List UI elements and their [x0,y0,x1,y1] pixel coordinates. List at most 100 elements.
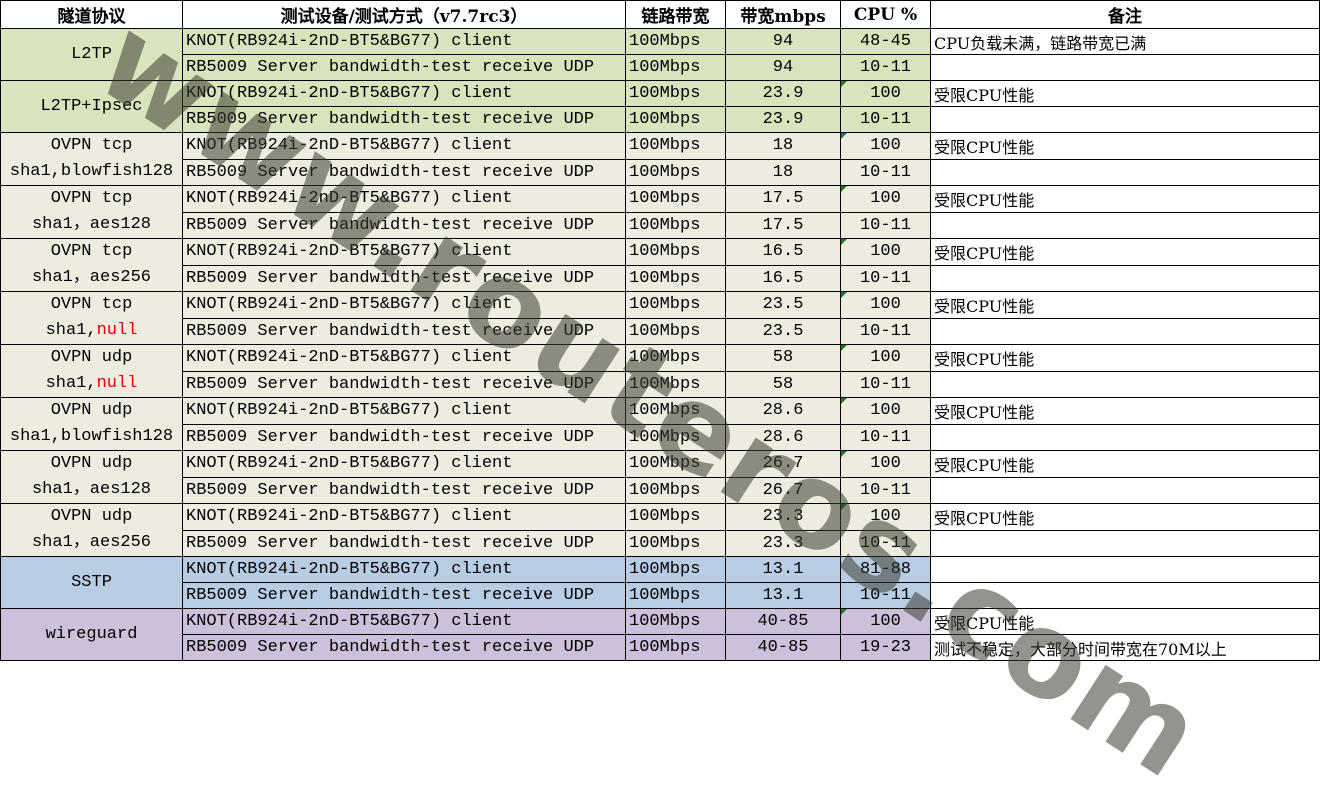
note-cell [930,423,1320,451]
table-row: RB5009 Server bandwidth-test receive UDP… [1,582,1320,609]
table-row: OVPN udp sha1,null KNOT(RB924i-2nD-BT5&BG7… [0,344,1320,398]
note-cell [930,582,1320,609]
protocol-name: OVPN tcp [50,295,133,314]
number-as-text-indicator-icon [841,504,847,510]
note-cell [930,264,1320,292]
cpu-cell: 10-11 [840,264,931,292]
table-row: RB5009 Server bandwidth-test receive UDP… [1,634,1320,661]
header-protocol: 隧道协议 [0,0,183,29]
table-row: OVPN tcp sha1，aes256 KNOT(RB924i-2nD-BT5&B… [0,238,1320,292]
cpu-cell: 81-88 [840,556,931,583]
protocol-name: OVPN tcp [50,242,133,261]
cpu-cell: 100 [840,291,931,319]
cpu-value: 100 [870,348,901,368]
protocol-params-text: sha1，aes256 [31,268,152,287]
cpu-value: 10-11 [859,268,911,288]
device-cell: RB5009 Server bandwidth-test receive UDP [182,264,626,292]
bandwidth-cell: 13.1 [725,582,841,609]
protocol-cell: L2TP+Ipsec [0,80,183,133]
protocol-params-text: sha1, [45,374,97,393]
note-cell [930,370,1320,398]
cpu-cell: 10-11 [840,529,931,557]
number-as-text-indicator-icon [841,292,847,298]
device-cell: KNOT(RB924i-2nD-BT5&BG77) client [182,238,626,266]
note-cell [930,556,1320,583]
device-cell: RB5009 Server bandwidth-test receive UDP [182,158,626,186]
cpu-cell: 100 [840,450,931,478]
device-cell: KNOT(RB924i-2nD-BT5&BG77) client [182,291,626,319]
link-cell: 100Mbps [625,582,726,609]
bandwidth-cell: 28.6 [725,397,841,425]
protocol-cell: OVPN udp sha1,null [0,344,183,398]
number-as-text-indicator-icon [841,133,847,139]
protocol-params: sha1，aes256 [4,265,179,291]
device-cell: KNOT(RB924i-2nD-BT5&BG77) client [182,450,626,478]
number-as-text-indicator-icon [841,345,847,351]
cpu-value: 10-11 [859,374,911,394]
device-cell: KNOT(RB924i-2nD-BT5&BG77) client [182,185,626,213]
device-cell: KNOT(RB924i-2nD-BT5&BG77) client [182,608,626,635]
note-cell [930,529,1320,557]
protocol-cell: OVPN tcp sha1，aes256 [0,238,183,292]
cpu-cell: 10-11 [840,476,931,504]
link-cell: 100Mbps [625,54,726,81]
protocol-name: OVPN tcp [50,136,133,155]
bandwidth-cell: 23.3 [725,529,841,557]
link-cell: 100Mbps [625,185,726,213]
device-cell: RB5009 Server bandwidth-test receive UDP [182,476,626,504]
device-cell: RB5009 Server bandwidth-test receive UDP [182,317,626,345]
cpu-cell: 100 [840,397,931,425]
table-row: RB5009 Server bandwidth-test receive UDP… [1,106,1320,133]
cpu-cell: 100 [840,132,931,160]
table-row: RB5009 Server bandwidth-test receive UDP… [1,317,1320,345]
protocol-cell: OVPN udp sha1，aes256 [0,503,183,557]
protocol-name: SSTP [71,572,112,592]
note-cell: 受限CPU性能 [930,238,1320,266]
cpu-cell: 100 [840,185,931,213]
protocol-name: L2TP+Ipsec [40,96,143,116]
number-as-text-indicator-icon [841,239,847,245]
link-cell: 100Mbps [625,423,726,451]
link-cell: 100Mbps [625,529,726,557]
header-row: 隧道协议 测试设备/测试方式（v7.7rc3） 链路带宽 带宽mbps CPU … [0,0,1320,29]
cpu-value: 10-11 [859,162,911,182]
cpu-cell: 10-11 [840,106,931,133]
cpu-value: 10-11 [859,480,911,500]
cpu-value: 10-11 [859,533,911,553]
table-row: RB5009 Server bandwidth-test receive UDP… [1,54,1320,81]
protocol-cell: OVPN tcp sha1，aes128 [0,185,183,239]
cpu-value: 100 [870,189,901,209]
note-cell: 受限CPU性能 [930,503,1320,531]
protocol-params: sha1，aes128 [4,477,179,503]
header-cpu: CPU % [840,0,931,29]
number-as-text-indicator-icon [841,609,847,615]
table-row: RB5009 Server bandwidth-test receive UDP… [1,158,1320,186]
protocol-params: sha1,null [4,318,179,344]
cpu-value: 100 [870,454,901,474]
bandwidth-cell: 13.1 [725,556,841,583]
bandwidth-cell: 18 [725,132,841,160]
cpu-cell: 19-23 [840,634,931,661]
link-cell: 100Mbps [625,106,726,133]
device-cell: RB5009 Server bandwidth-test receive UDP [182,423,626,451]
cpu-cell: 10-11 [840,370,931,398]
cpu-cell: 10-11 [840,211,931,239]
note-cell: 受限CPU性能 [930,132,1320,160]
bandwidth-cell: 17.5 [725,185,841,213]
note-cell: 测试不稳定，大部分时间带宽在70M以上 [930,634,1320,661]
bandwidth-cell: 58 [725,344,841,372]
table-row: OVPN tcp sha1,null KNOT(RB924i-2nD-BT5&BG7… [0,291,1320,345]
link-cell: 100Mbps [625,291,726,319]
link-cell: 100Mbps [625,370,726,398]
link-cell: 100Mbps [625,211,726,239]
note-cell [930,54,1320,81]
table-row: OVPN tcp sha1,blowfish128 KNOT(RB924i-2nD-… [0,132,1320,186]
device-cell: KNOT(RB924i-2nD-BT5&BG77) client [182,556,626,583]
cpu-cell: 48-45 [840,28,931,55]
table-row: OVPN tcp sha1，aes128 KNOT(RB924i-2nD-BT5&B… [0,185,1320,239]
protocol-params-text: sha1,blowfish128 [9,162,174,181]
bandwidth-cell: 58 [725,370,841,398]
table-row: wireguard KNOT(RB924i-2nD-BT5&BG77) clien… [0,608,1320,661]
cpu-cell: 10-11 [840,317,931,345]
protocol-cell: OVPN tcp sha1,null [0,291,183,345]
